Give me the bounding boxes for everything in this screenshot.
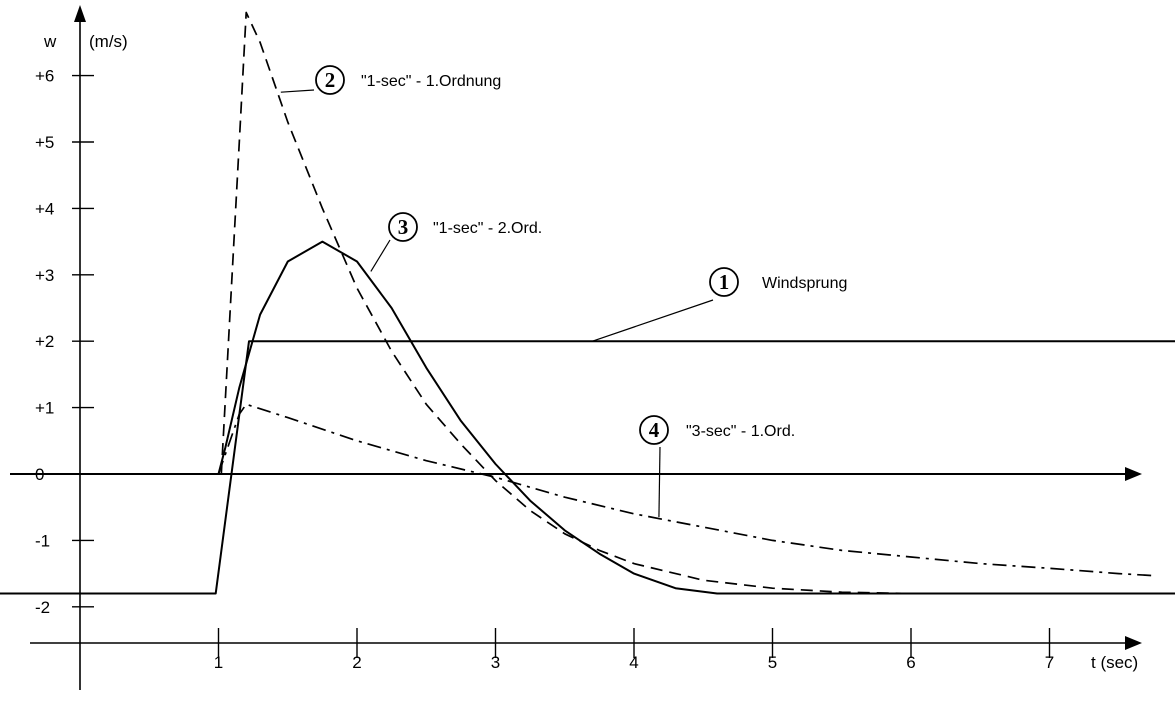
series-line-4-3-sec-1-ord <box>217 403 1154 577</box>
annotation-leader-4 <box>658 446 661 518</box>
y-tick-label-plus4: +4 <box>35 199 54 218</box>
y-tick-label-zero: 0 <box>35 465 44 484</box>
series-lines <box>0 11 1175 595</box>
series-line-1-windsprung <box>0 340 1175 595</box>
annotation-leader-2 <box>280 89 315 93</box>
annotation-label-1-sec-2-ord: "1-sec" - 2.Ord. <box>433 220 542 237</box>
y-tick-label-plus6: +6 <box>35 67 54 86</box>
series-line-3-1-sec-2-ord <box>217 240 1175 595</box>
annotation-label-1-sec-1-ordnung: "1-sec" - 1.Ordnung <box>361 73 501 90</box>
x-tick-label-6: 6 <box>906 653 915 672</box>
annotation-leader-1 <box>592 299 714 342</box>
x-axis-bottom-arrowhead <box>1125 636 1142 650</box>
x-tick-label-4: 4 <box>629 653 638 672</box>
annotation-circle-4 <box>639 415 669 445</box>
x-tick-label-1: 1 <box>214 653 223 672</box>
y-ticks: +6 +5 +4 +3 +2 +1 0 -1 -2 <box>35 67 94 617</box>
y-axis-label: w <box>43 32 57 51</box>
zero-line-arrowhead <box>1125 467 1142 481</box>
y-tick-label-minus2: -2 <box>35 598 50 617</box>
axes <box>10 5 1142 690</box>
annotation-number-4: 4 <box>649 418 660 442</box>
x-ticks: 1 2 3 4 5 6 7 <box>214 628 1054 672</box>
y-tick-label-plus2: +2 <box>35 332 54 351</box>
annotation-label-3-sec-1-ord: "3-sec" - 1.Ord. <box>686 423 795 440</box>
annotation-label-windsprung: Windsprung <box>762 275 847 292</box>
y-tick-label-plus3: +3 <box>35 266 54 285</box>
x-tick-label-3: 3 <box>491 653 500 672</box>
y-axis-unit: (m/s) <box>89 32 128 51</box>
x-axis-label: t (sec) <box>1091 653 1138 672</box>
annotation-number-3: 3 <box>398 215 409 239</box>
annotation-leader-3 <box>370 239 391 272</box>
x-tick-label-7: 7 <box>1045 653 1054 672</box>
annotation-number-1: 1 <box>719 270 730 294</box>
annotation-circle-3 <box>388 212 418 242</box>
x-tick-label-2: 2 <box>352 653 361 672</box>
y-tick-label-minus1: -1 <box>35 531 50 550</box>
series-line-2-1-sec-1-ordnung <box>220 11 1175 595</box>
y-tick-label-plus1: +1 <box>35 399 54 418</box>
y-tick-label-plus5: +5 <box>35 133 54 152</box>
annotation-circle-2 <box>315 65 345 95</box>
x-tick-label-5: 5 <box>768 653 777 672</box>
annotation-number-2: 2 <box>325 68 336 92</box>
y-axis-arrowhead <box>74 5 86 22</box>
annotation-circle-1 <box>709 267 739 297</box>
annotations: 1 Windsprung 2 "1-sec" - 1.Ordnung 3 "1-sec" … <box>280 65 847 518</box>
